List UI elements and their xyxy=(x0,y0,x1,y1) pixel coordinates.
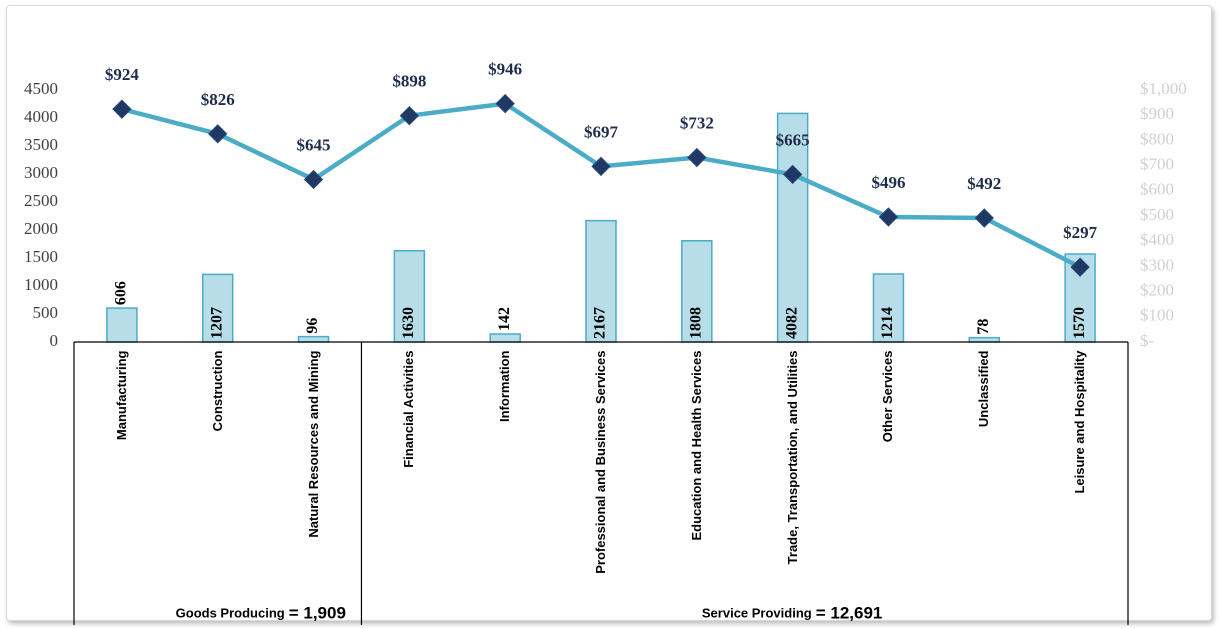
line-value-label: $645 xyxy=(297,135,331,154)
x-tick-label: Education and Health Services xyxy=(688,350,704,541)
y-tick-label: 1000 xyxy=(24,275,58,294)
line-value-label: $665 xyxy=(776,130,810,149)
bar-value-label: 606 xyxy=(113,281,130,305)
y-tick-label: 0 xyxy=(50,331,59,350)
x-tick-label: Leisure and Hospitality xyxy=(1072,350,1088,494)
marker xyxy=(782,164,803,185)
y2-tick-label: $- xyxy=(1140,331,1155,350)
line-value-label: $732 xyxy=(680,113,714,132)
marker xyxy=(303,169,324,190)
x-tick-label: Trade, Transportation, and Utilities xyxy=(784,350,800,564)
group-name: Goods Producing xyxy=(176,605,285,620)
bar xyxy=(968,336,1001,343)
x-tick-label: Unclassified xyxy=(976,350,992,427)
y-tick-label: 4000 xyxy=(24,107,58,126)
x-tick-label: Natural Resources and Mining xyxy=(305,350,321,538)
bar-value-label: 1630 xyxy=(400,307,417,339)
bar xyxy=(585,219,617,343)
x-tick-label: Other Services xyxy=(880,350,896,442)
line-value-label: $924 xyxy=(105,65,140,84)
group-name: Service Providing xyxy=(702,605,812,620)
y2-tick-label: $800 xyxy=(1140,129,1174,148)
line-value-label: $898 xyxy=(392,72,426,91)
bar-value-label: 1207 xyxy=(208,307,225,339)
y-tick-label: 3000 xyxy=(24,163,58,182)
bar-value-label: 4082 xyxy=(783,307,800,339)
y-tick-label: 500 xyxy=(33,303,59,322)
bar-value-label: 96 xyxy=(304,318,321,334)
y2-tick-label: $300 xyxy=(1140,255,1174,274)
y-tick-label: 1500 xyxy=(24,247,58,266)
bar xyxy=(489,333,521,343)
bar-value-label: 78 xyxy=(975,319,992,335)
y-tick-label: 2000 xyxy=(24,219,58,238)
bar-value-label: 2167 xyxy=(592,307,609,339)
line-value-label: $496 xyxy=(871,173,905,192)
x-tick-label: Professional and Business Services xyxy=(593,350,608,574)
bar-value-label: 142 xyxy=(496,307,513,331)
x-tick-label: Construction xyxy=(209,350,225,431)
bar xyxy=(297,335,330,343)
y2-tick-label: $100 xyxy=(1140,306,1174,325)
bar-value-label: 1808 xyxy=(687,307,704,339)
line-value-label: $946 xyxy=(488,60,522,79)
marker xyxy=(112,99,132,119)
marker xyxy=(687,147,707,168)
bar-value-label: 1214 xyxy=(879,307,896,339)
marker xyxy=(591,156,611,177)
x-tick-label: Financial Activities xyxy=(401,350,417,468)
y2-tick-label: $400 xyxy=(1140,230,1174,249)
bar xyxy=(106,307,138,343)
group-total: = 1,909 xyxy=(289,603,346,622)
bar-value-label: 1570 xyxy=(1071,307,1088,339)
marker xyxy=(495,93,515,114)
marker xyxy=(208,124,228,144)
marker xyxy=(974,208,994,228)
y2-tick-label: $1,000 xyxy=(1140,79,1187,98)
x-tick-label: Manufacturing xyxy=(113,350,129,440)
x-tick-label: Information xyxy=(497,350,513,422)
y-tick-label: 2500 xyxy=(24,191,58,210)
y2-tick-label: $500 xyxy=(1140,205,1174,224)
y2-tick-label: $200 xyxy=(1140,281,1174,300)
group-total: = 12,691 xyxy=(816,603,883,622)
y2-tick-label: $700 xyxy=(1140,155,1174,174)
marker xyxy=(399,105,420,126)
line-value-label: $297 xyxy=(1063,223,1098,242)
marker xyxy=(878,207,899,227)
y-tick-label: 3500 xyxy=(24,135,58,154)
y2-tick-label: $600 xyxy=(1140,180,1174,199)
bar xyxy=(776,112,809,343)
line-value-label: $697 xyxy=(584,122,619,141)
line-value-label: $826 xyxy=(201,90,235,109)
y-tick-label: 4500 xyxy=(24,79,58,98)
marker xyxy=(1070,257,1090,277)
y2-tick-label: $900 xyxy=(1140,104,1174,123)
line-value-label: $492 xyxy=(967,174,1001,193)
